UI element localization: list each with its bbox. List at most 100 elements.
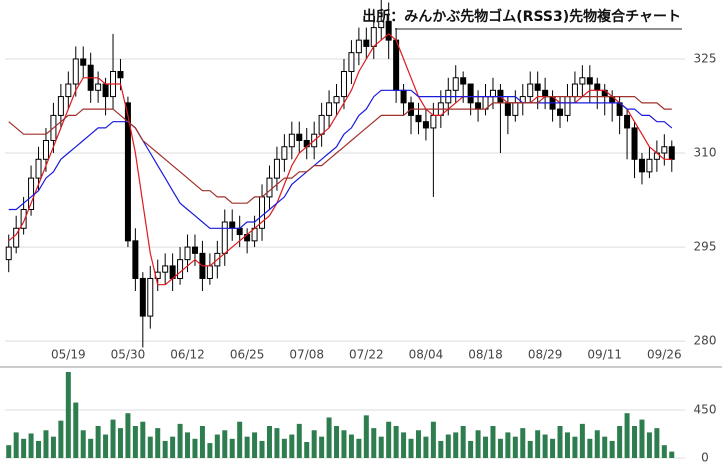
volume-bar	[88, 438, 94, 458]
volume-bar	[177, 423, 183, 458]
candle-body	[415, 114, 422, 123]
candle-body	[393, 39, 400, 91]
volume-bar	[266, 426, 272, 458]
y-tick-label: 450	[694, 403, 717, 417]
volume-bar	[423, 436, 429, 458]
volume-bar	[110, 419, 116, 458]
candle-body	[579, 77, 586, 85]
candle-body	[385, 20, 392, 41]
candle-body	[35, 158, 42, 179]
volume-bar	[602, 436, 608, 458]
candle-body	[422, 121, 429, 129]
volume-bar	[103, 434, 109, 458]
candle-body	[586, 77, 593, 85]
volume-bar	[341, 430, 347, 458]
candle-body	[452, 77, 459, 91]
volume-bar	[639, 419, 645, 458]
volume-bar	[259, 440, 265, 458]
x-tick-label: 06/12	[170, 348, 205, 362]
x-tick-label: 07/22	[349, 348, 384, 362]
volume-bar	[21, 438, 27, 458]
y-tick-label: 0	[701, 451, 709, 465]
volume-bar	[334, 426, 340, 458]
volume-bar	[393, 426, 399, 458]
candle-body	[147, 277, 154, 317]
volume-bar	[244, 436, 250, 458]
x-tick-label: 09/26	[647, 348, 682, 362]
volume-bar	[371, 428, 377, 458]
candle-body	[340, 70, 347, 98]
candle-body	[281, 146, 288, 160]
candle-body	[534, 83, 541, 91]
volume-bar	[505, 432, 511, 458]
candle-body	[236, 227, 243, 236]
candle-body	[333, 96, 340, 104]
volume-bar	[617, 426, 623, 458]
candle-body	[430, 114, 437, 129]
candle-body	[266, 177, 273, 198]
candle-body	[221, 221, 228, 254]
volume-bar	[483, 436, 489, 458]
volume-bar	[50, 436, 56, 458]
volume-bar	[542, 434, 548, 458]
volume-bar	[289, 434, 295, 458]
candle-body	[467, 83, 474, 104]
candle-body	[162, 265, 169, 273]
candle-body	[42, 139, 49, 160]
volume-bar	[646, 432, 652, 458]
volume-bar	[460, 426, 466, 458]
volume-bar	[632, 426, 638, 458]
volume-bar	[252, 432, 258, 458]
candle-body	[564, 96, 571, 116]
candle-body	[206, 265, 213, 279]
candle-body	[557, 108, 564, 116]
y-tick-label: 325	[694, 51, 717, 65]
candle-body	[504, 102, 511, 116]
x-tick-label: 08/18	[468, 348, 503, 362]
candle-body	[5, 246, 12, 261]
candle-body	[57, 96, 64, 116]
moving-average-line	[8, 89, 673, 229]
volume-bar	[512, 436, 518, 458]
volume-bar	[13, 432, 19, 458]
volume-bar	[401, 432, 407, 458]
volume-bar	[415, 430, 421, 458]
volume-bar	[669, 451, 675, 458]
volume-bar	[73, 402, 79, 458]
candle-body	[296, 133, 303, 141]
volume-bar	[624, 413, 630, 458]
volume-bar	[304, 442, 310, 458]
candle-body	[400, 89, 407, 104]
y-tick-label: 295	[694, 240, 717, 254]
volume-bar	[28, 433, 34, 458]
volume-bar	[527, 440, 533, 458]
volume-bar	[453, 432, 459, 458]
volume-bar	[185, 432, 191, 458]
volume-bar	[438, 440, 444, 458]
volume-bar	[550, 438, 556, 458]
candle-body	[363, 39, 370, 47]
volume-bar	[95, 426, 101, 458]
volume-bar	[311, 430, 317, 458]
volume-bar	[356, 438, 362, 458]
volume-bar	[58, 420, 64, 458]
volume-bar	[207, 443, 213, 458]
volume-bar	[296, 423, 302, 458]
candle-body	[542, 89, 549, 98]
x-tick-label: 06/25	[230, 348, 265, 362]
volume-bar	[162, 440, 168, 458]
candle-body	[370, 27, 377, 47]
candle-body	[378, 20, 385, 29]
volume-bar	[132, 426, 138, 458]
volume-bar	[229, 438, 235, 458]
volume-bar	[572, 436, 578, 458]
volume-bar	[326, 417, 332, 458]
candle-body	[288, 133, 295, 148]
candle-body	[355, 39, 362, 54]
title-background	[393, 6, 685, 28]
volume-bar	[594, 430, 600, 458]
volume-bar	[654, 428, 660, 458]
volume-bar	[6, 445, 12, 458]
y-tick-label: 310	[694, 146, 717, 160]
